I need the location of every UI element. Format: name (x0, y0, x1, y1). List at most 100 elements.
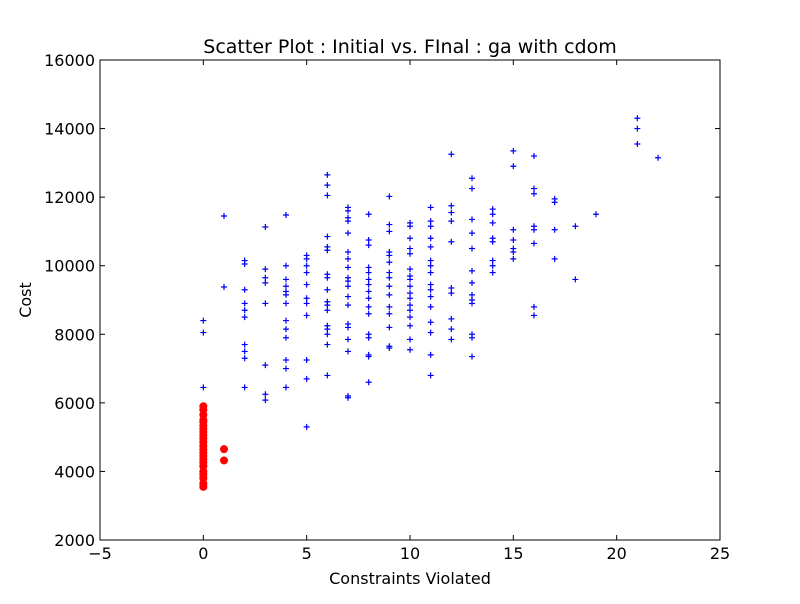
plus-marker-point (303, 300, 310, 307)
plus-marker-point (551, 226, 558, 233)
plus-marker-point (324, 372, 331, 379)
plus-marker-point (283, 211, 289, 218)
plus-marker-point (365, 237, 372, 243)
plus-marker-point (365, 353, 372, 360)
plus-marker-point (386, 274, 393, 281)
plus-marker-point (469, 300, 475, 307)
plot-frame (99, 59, 721, 541)
x-tick-label: 0 (198, 544, 208, 563)
plus-marker-point (448, 238, 455, 245)
plus-marker-point (303, 295, 310, 302)
plus-marker-point (303, 423, 310, 430)
y-tick-label: 6000 (54, 394, 95, 413)
plus-marker-point (531, 226, 537, 233)
plus-marker-point (469, 185, 475, 192)
x-axis-label: Constraints Violated (329, 569, 491, 588)
plus-marker-point (469, 334, 475, 341)
plus-marker-point (469, 353, 475, 360)
plus-marker-point (283, 291, 289, 298)
plus-marker-point (572, 276, 579, 283)
plus-marker-point (510, 226, 517, 233)
plus-marker-point (365, 288, 372, 295)
y-tick-label: 16000 (44, 51, 95, 70)
plus-marker-point (324, 341, 331, 348)
plus-marker-point (241, 261, 248, 267)
plus-marker-point (551, 199, 558, 206)
plus-marker-point (448, 326, 455, 333)
plus-marker-point (510, 163, 517, 170)
plus-marker-point (448, 151, 455, 158)
plus-marker-point (324, 307, 331, 314)
chart-title: Scatter Plot : Initial vs. FInal : ga wi… (203, 36, 616, 58)
plus-marker-point (427, 293, 434, 300)
plus-marker-point (531, 185, 537, 192)
plus-marker-point (200, 317, 207, 324)
plus-marker-point (365, 269, 372, 276)
plus-marker-point (469, 230, 475, 237)
plus-marker-point (531, 153, 537, 159)
plus-marker-point (407, 250, 413, 257)
plus-marker-point (324, 274, 331, 281)
plus-marker-point (303, 375, 310, 382)
plus-marker-point (407, 302, 413, 309)
x-tick-label: 10 (400, 544, 420, 563)
plus-marker-point (283, 276, 289, 283)
plus-marker-point (200, 329, 207, 336)
plus-marker-point (283, 326, 289, 333)
plus-marker-point (427, 257, 434, 264)
plus-marker-point (634, 141, 641, 147)
plus-marker-point (469, 245, 475, 252)
plus-marker-point (448, 285, 455, 291)
plus-marker-point (531, 190, 537, 197)
plus-marker-point (345, 218, 351, 225)
plus-marker-point (531, 312, 537, 319)
plus-marker-point (241, 355, 248, 362)
plus-marker-point (407, 283, 413, 290)
plus-marker-point (489, 257, 496, 264)
plus-marker-point (283, 334, 289, 341)
plus-marker-point (241, 348, 248, 355)
plus-marker-point (386, 193, 393, 200)
plus-marker-point (469, 279, 475, 286)
plus-marker-point (551, 255, 558, 262)
plus-marker-point (241, 307, 248, 314)
plus-marker-point (262, 279, 269, 286)
plus-marker-point (303, 312, 310, 319)
plus-marker-point (448, 209, 455, 216)
plus-marker-point (510, 255, 517, 262)
circle-marker-point (220, 456, 228, 465)
plus-marker-point (386, 283, 393, 290)
plus-marker-point (324, 171, 331, 178)
plus-marker-point (365, 303, 372, 310)
plus-marker-point (427, 286, 434, 293)
plus-marker-point (283, 365, 289, 372)
plus-marker-point (283, 262, 289, 269)
plus-marker-point (365, 281, 372, 288)
plus-marker-point (324, 286, 331, 293)
circle-marker-point (199, 482, 208, 491)
plus-marker-point (427, 223, 434, 230)
plus-marker-point (324, 192, 331, 199)
plus-marker-point (407, 322, 413, 329)
plus-marker-point (345, 207, 351, 214)
plus-marker-point (469, 175, 475, 182)
y-tick-label: 2000 (54, 531, 95, 550)
plus-marker-point (345, 336, 351, 343)
plus-marker-point (241, 341, 248, 348)
plus-marker-point (324, 247, 331, 254)
plus-marker-point (283, 300, 289, 307)
plus-marker-point (241, 384, 248, 391)
plus-marker-point (489, 211, 496, 218)
plus-marker-point (448, 336, 455, 343)
plus-marker-point (427, 243, 434, 250)
plus-marker-point (572, 223, 579, 230)
y-axis-label: Cost (16, 282, 35, 318)
plus-marker-point (427, 204, 434, 211)
plus-marker-point (324, 326, 331, 333)
plus-marker-point (365, 295, 372, 302)
plus-marker-point (365, 310, 372, 317)
plus-marker-point (345, 302, 351, 309)
plus-marker-point (427, 372, 434, 379)
plus-marker-point (262, 397, 269, 404)
plus-marker-point (283, 384, 289, 391)
